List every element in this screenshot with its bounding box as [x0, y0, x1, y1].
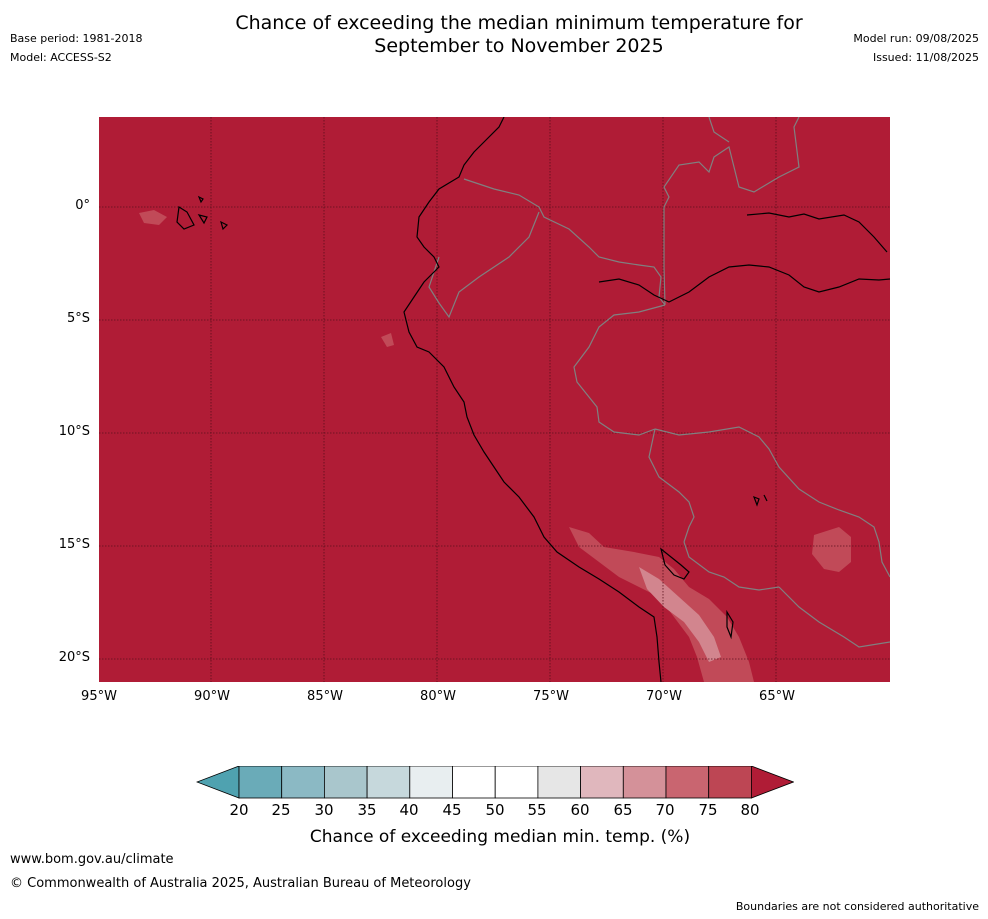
colorbar-segment	[323, 766, 368, 799]
colorbar-tick-25: 25	[271, 801, 291, 819]
colorbar-segment	[366, 766, 411, 799]
titicaca-lake	[659, 547, 690, 580]
colorbar-label: Chance of exceeding median min. temp. (%…	[309, 827, 691, 847]
footer-copyright: © Commonwealth of Australia 2025, Austra…	[10, 876, 471, 891]
country-borders	[428, 117, 890, 648]
probability-patch-andes-inner	[639, 567, 721, 662]
model-run-text: Model run: 09/08/2025	[853, 32, 979, 45]
colorbar-segment	[580, 766, 624, 799]
colorbar-tick-35: 35	[357, 801, 377, 819]
colorbar-tick-80: 80	[740, 801, 760, 819]
probability-patch-galapagos	[139, 210, 167, 225]
footer-disclaimer: Boundaries are not considered authoritat…	[735, 900, 979, 913]
lat-label-5s: 5°S	[66, 311, 90, 326]
bolivia-lakes	[726, 494, 768, 640]
lon-label-90w: 90°W	[194, 689, 230, 704]
colorbar-tick-55: 55	[527, 801, 547, 819]
amazon-river	[598, 264, 890, 303]
colorbar-segment	[537, 766, 581, 799]
colorbar-tick-60: 60	[570, 801, 590, 819]
title-line-2: September to November 2025	[374, 35, 664, 57]
lon-label-70w: 70°W	[646, 689, 682, 704]
lon-label-85w: 85°W	[307, 689, 343, 704]
colorbar-tick-70: 70	[655, 801, 675, 819]
colorbar-segment	[238, 766, 283, 799]
probability-patch-ocean	[381, 333, 394, 347]
colorbar-tick-30: 30	[314, 801, 334, 819]
footer-url[interactable]: www.bom.gov.au/climate	[10, 852, 174, 867]
colorbar-tick-20: 20	[229, 801, 249, 819]
probability-patch-bolivia	[812, 527, 851, 572]
south-america-west-coast	[403, 117, 662, 682]
lon-label-95w: 95°W	[81, 689, 117, 704]
lat-label-20s: 20°S	[58, 650, 90, 665]
colorbar-under-arrow	[196, 766, 240, 799]
colorbar-segment	[409, 766, 453, 799]
model-text: Model: ACCESS-S2	[10, 51, 112, 64]
colorbar-segment	[281, 766, 325, 799]
issued-text: Issued: 11/08/2025	[872, 51, 979, 64]
northern-river	[746, 212, 888, 253]
lat-label-0: 0°	[75, 198, 90, 213]
colorbar-segment	[452, 766, 496, 799]
map-title: Chance of exceeding the median minimum t…	[0, 12, 988, 58]
colorbar-segment	[665, 766, 710, 799]
coastlines	[176, 117, 890, 682]
colorbar-tick-65: 65	[613, 801, 633, 819]
map-background	[99, 117, 890, 682]
lon-label-80w: 80°W	[420, 689, 456, 704]
colorbar-tick-40: 40	[399, 801, 419, 819]
colorbar-tick-50: 50	[485, 801, 505, 819]
lon-label-65w: 65°W	[759, 689, 795, 704]
title-line-1: Chance of exceeding the median minimum t…	[235, 12, 803, 34]
colorbar-over-arrow	[751, 766, 794, 799]
lon-label-75w: 75°W	[533, 689, 569, 704]
colorbar	[196, 766, 794, 799]
lat-label-15s: 15°S	[58, 537, 90, 552]
colorbar-segment	[622, 766, 667, 799]
galapagos-islands	[176, 195, 229, 231]
colorbar-segment	[494, 766, 539, 799]
colorbar-tick-75: 75	[698, 801, 718, 819]
forecast-map	[99, 117, 890, 682]
colorbar-tick-45: 45	[442, 801, 462, 819]
colorbar-segment	[708, 766, 752, 799]
graticule	[99, 117, 890, 682]
lat-label-10s: 10°S	[58, 424, 90, 439]
base-period-text: Base period: 1981-2018	[10, 32, 143, 45]
